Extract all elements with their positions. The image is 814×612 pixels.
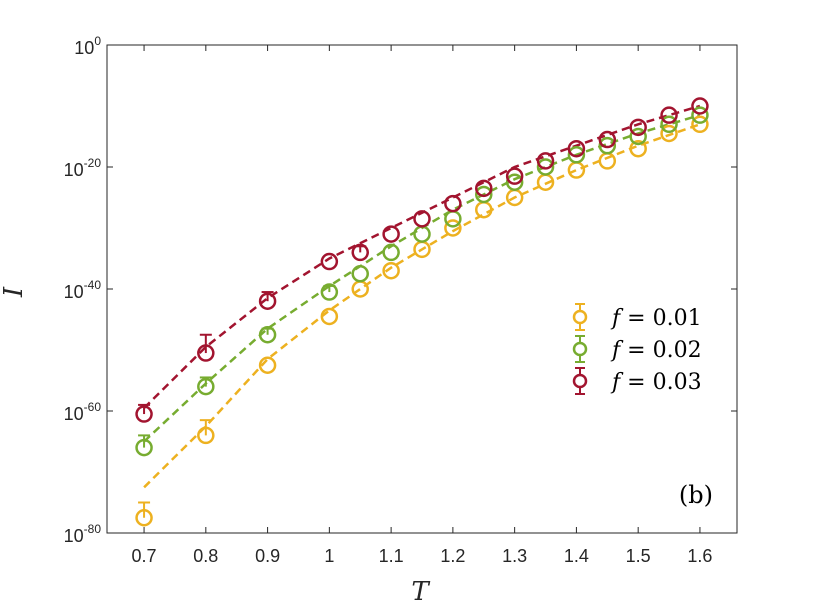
fit-line-series-3: [143, 104, 701, 409]
x-tick-label: 0.9: [255, 546, 280, 566]
data-point-series-3: [135, 405, 153, 423]
legend-marker: [572, 341, 588, 357]
y-axis-label: I: [0, 286, 29, 298]
data-point-series-3: [660, 106, 678, 124]
x-tick-labels: 0.7 0.8 0.9 1 1.1 1.2 1.3 1.4 1.5 1.6: [132, 546, 713, 566]
data-point-series-1: [691, 115, 709, 134]
y-tick-labels: 100 10-20 10-40 10-60 10-80: [64, 34, 102, 546]
x-tick-label: 1.3: [502, 546, 527, 566]
data-point-series-1: [135, 509, 153, 527]
data-point-series-3: [351, 243, 369, 262]
legend-marker: [572, 373, 588, 389]
data-point-series-2: [197, 377, 215, 396]
data-point-series-3: [444, 194, 462, 213]
data-point-series-2: [660, 115, 678, 134]
x-tick-label: 0.8: [193, 546, 218, 566]
data-point-series-2: [135, 438, 153, 457]
data-point-series-2: [691, 106, 709, 124]
y-tick-label: 10-60: [64, 400, 102, 424]
data-point-series-2: [475, 185, 493, 204]
data-point-series-2: [351, 265, 369, 283]
x-tick-label: 1.5: [626, 546, 651, 566]
data-point-series-3: [320, 252, 339, 271]
fit-line-series-2: [143, 114, 701, 443]
x-tick-label: 1.6: [687, 546, 712, 566]
data-point-series-1: [320, 307, 339, 326]
data-point-series-2: [567, 146, 586, 164]
data-point-series-2: [505, 173, 524, 191]
fit-lines: [143, 104, 701, 489]
data-point-series-3: [258, 292, 277, 310]
data-point-series-3: [505, 167, 524, 185]
data-point-series-3: [629, 118, 647, 137]
data-point-series-2: [629, 127, 647, 146]
legend: f = 0.01 f = 0.02 f = 0.03: [572, 303, 702, 395]
y-tick-label: 10-20: [64, 156, 102, 180]
legend-marker: [572, 309, 588, 325]
data-point-series-3: [536, 152, 555, 170]
data-point-series-2: [536, 158, 555, 176]
data-point-series-2: [320, 283, 339, 301]
y-tick-label: 10-80: [64, 522, 102, 546]
y-tick-label: 10-40: [64, 278, 102, 302]
plot-frame: [106, 44, 738, 534]
data-point-series-1: [197, 426, 215, 445]
data-point-series-3: [475, 179, 493, 198]
legend-label: f = 0.01: [610, 306, 702, 331]
fit-line-series-1: [143, 123, 701, 489]
data-point-series-1: [629, 139, 647, 158]
data-point-series-2: [382, 243, 400, 262]
data-point-series-1: [258, 356, 277, 374]
x-tick-label: 0.7: [132, 546, 157, 566]
data-markers: [135, 97, 709, 527]
data-point-series-1: [444, 219, 462, 237]
x-tick-label: 1.4: [564, 546, 589, 566]
x-tick-label: 1: [324, 546, 334, 566]
y-tick-label: 100: [74, 34, 101, 58]
x-tick-label: 1.1: [379, 546, 404, 566]
data-point-series-3: [197, 344, 215, 362]
legend-label: f = 0.02: [610, 338, 702, 363]
x-axis-label: T: [411, 577, 430, 607]
data-point-series-2: [258, 326, 277, 344]
data-point-series-1: [660, 124, 678, 143]
data-point-series-2: [598, 136, 617, 155]
data-point-series-3: [382, 225, 400, 243]
data-point-series-3: [598, 130, 617, 149]
panel-label: (b): [679, 481, 713, 509]
data-point-series-3: [691, 97, 709, 115]
x-tick-label: 1.2: [440, 546, 465, 566]
data-point-series-3: [567, 139, 586, 158]
legend-label: f = 0.03: [610, 370, 702, 395]
data-point-series-3: [413, 210, 431, 228]
data-point-series-1: [382, 261, 400, 280]
